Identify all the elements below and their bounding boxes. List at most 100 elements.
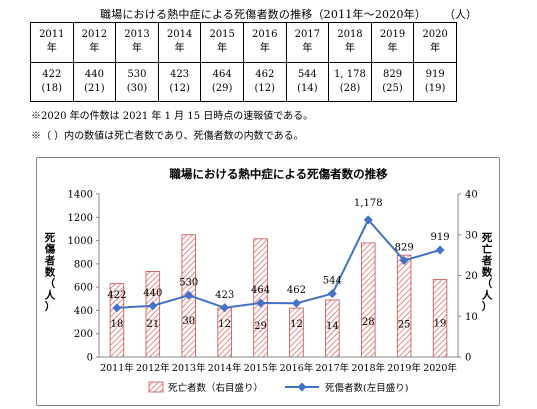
line-point [256,298,266,308]
line-point [112,303,122,313]
bar-label: 25 [398,320,411,331]
y-tick-label-left: 200 [74,329,93,340]
table-deaths: (12) [169,82,190,94]
table-deaths: (12) [254,82,276,94]
bar-label: 28 [362,317,375,328]
table-casualties: 423 [170,68,190,80]
x-tick-label: 2012年 [136,362,170,374]
bar-label: 12 [218,319,231,330]
table-year-suffix: 年 [46,43,57,55]
y-tick-label-left: 400 [74,306,93,317]
line-point-label: 1,178 [354,198,383,209]
note-deaths: ※（ ）内の数値は死亡者数であり、死傷者数の内数である。 [31,131,304,142]
table-casualties: 440 [84,68,104,80]
bar [253,238,268,358]
y-tick-label-left: 1000 [68,236,93,247]
table-year-cell: 2016 年 [242,22,287,63]
line-point [291,298,301,308]
table-casualties: 530 [127,68,147,80]
table-year: 2017 [294,29,321,41]
table-row-year: 2011 年 2012 年 2013 年 2014 年 2015 年 2016 年 2017 年 2018 年… [30,22,457,63]
y-tick-label-left: 1200 [68,213,93,224]
x-tick-label: 2020年 [423,362,457,374]
bar [361,242,376,358]
statistics-table: 2011 年 2012 年 2013 年 2014 年 2015 年 2016 年 2017 年 2018 年… [30,22,457,102]
table-deaths: (21) [84,82,105,94]
table-casualties: 919 [425,68,445,80]
y-axis-title-left: 死傷者数（人） [44,232,56,313]
line-point-label: 919 [431,232,450,243]
line-point-label: 464 [251,285,270,296]
line-point-label: 829 [395,242,414,253]
table-year-suffix: 年 [430,43,441,55]
table-year: 2012 [81,29,108,41]
table-casualties: 1, 178 [334,68,366,80]
table-year: 2013 [124,29,150,41]
note-preliminary: ※2020 年の件数は 2021 年 1 月 15 日時点の速報値である。 [31,111,314,122]
table-value-cell: 464 (29) [200,61,244,102]
table-value-cell: 530 (30) [115,61,159,102]
line-point [327,289,337,299]
table-row-casualties: 422 (18) 440 (21) 530 (30) 423 (12) 464 (29) 462 (1… [30,61,457,102]
table-value-cell: 422 (18) [30,61,74,102]
table-casualties: 544 [297,68,317,80]
table-year-suffix: 年 [174,43,185,55]
table-casualties: 462 [255,68,275,80]
bar [145,271,161,358]
table-year-cell: 2013 年 [115,22,159,63]
table-year-suffix: 年 [89,43,100,55]
y-tick-label-left: 600 [74,283,93,294]
legend-line-label: 死傷者数(左目盛り) [325,382,408,394]
table-year-suffix: 年 [302,43,313,55]
table-deaths: (14) [297,82,318,94]
line-point [184,290,194,300]
y-tick-label-right: 40 [465,190,478,201]
table-value-cell: 919 (19) [413,61,457,102]
y-tick-label-right: 10 [465,312,478,323]
chart-title: 職場における熱中症による死傷者数の推移 [169,167,388,181]
table-year-suffix: 年 [131,43,142,55]
legend-bar-label: 死亡者数（右目盛り） [168,382,263,394]
casualties-line [116,218,441,309]
table-year: 2016 [252,29,278,41]
x-tick-label: 2018年 [351,362,385,374]
line-point [399,255,409,265]
y-tick-label-left: 0 [87,353,93,364]
line-point-label: 423 [215,290,234,301]
line-point-label: 422 [107,290,126,301]
bar-label: 14 [326,321,339,332]
bar-label: 29 [254,321,267,332]
x-tick-label: 2015年 [244,362,278,374]
table-deaths: (19) [424,82,446,94]
table-year-suffix: 年 [344,43,355,55]
table-year: 2020 [422,29,448,41]
table-value-cell: 829 (25) [370,61,415,102]
y-axis-title-right: 死亡者数（人） [481,232,493,313]
y-tick-label-right: 0 [465,353,471,364]
table-value-cell: 440 (21) [72,61,117,102]
table-year-cell: 2020 年 [413,22,457,63]
line-point [435,245,445,255]
table-title: 職場における熱中症による死傷者数の推移（2011年～2020年） [100,8,427,21]
bar [396,254,412,358]
table-year: 2014 [166,29,193,41]
chart-frame: 職場における熱中症による死傷者数の推移 0 200 400 600 800 1000 1200… [36,157,500,406]
y-tick-label-left: 800 [74,259,93,270]
table-deaths: (25) [382,82,403,94]
table-year-cell: 2015 年 [200,22,244,63]
combo-chart: 職場における熱中症による死傷者数の推移020040060080010001200… [44,167,493,394]
bar [289,307,304,358]
table-value-cell: 544 (14) [285,61,330,102]
legend-bar-swatch [148,381,164,393]
table-value-cell: 1, 178 (28) [328,61,372,102]
table-casualties: 829 [383,68,403,80]
table-value-cell: 462 (12) [242,61,287,102]
line-point-label: 462 [287,285,306,296]
line-point-label: 544 [323,276,342,287]
table-deaths: (29) [211,82,233,94]
table-year: 2018 [337,29,363,41]
bar-label: 19 [434,318,447,329]
x-tick-label: 2016年 [280,362,314,374]
table-year-suffix: 年 [259,43,270,55]
table-year: 2015 [209,29,235,41]
